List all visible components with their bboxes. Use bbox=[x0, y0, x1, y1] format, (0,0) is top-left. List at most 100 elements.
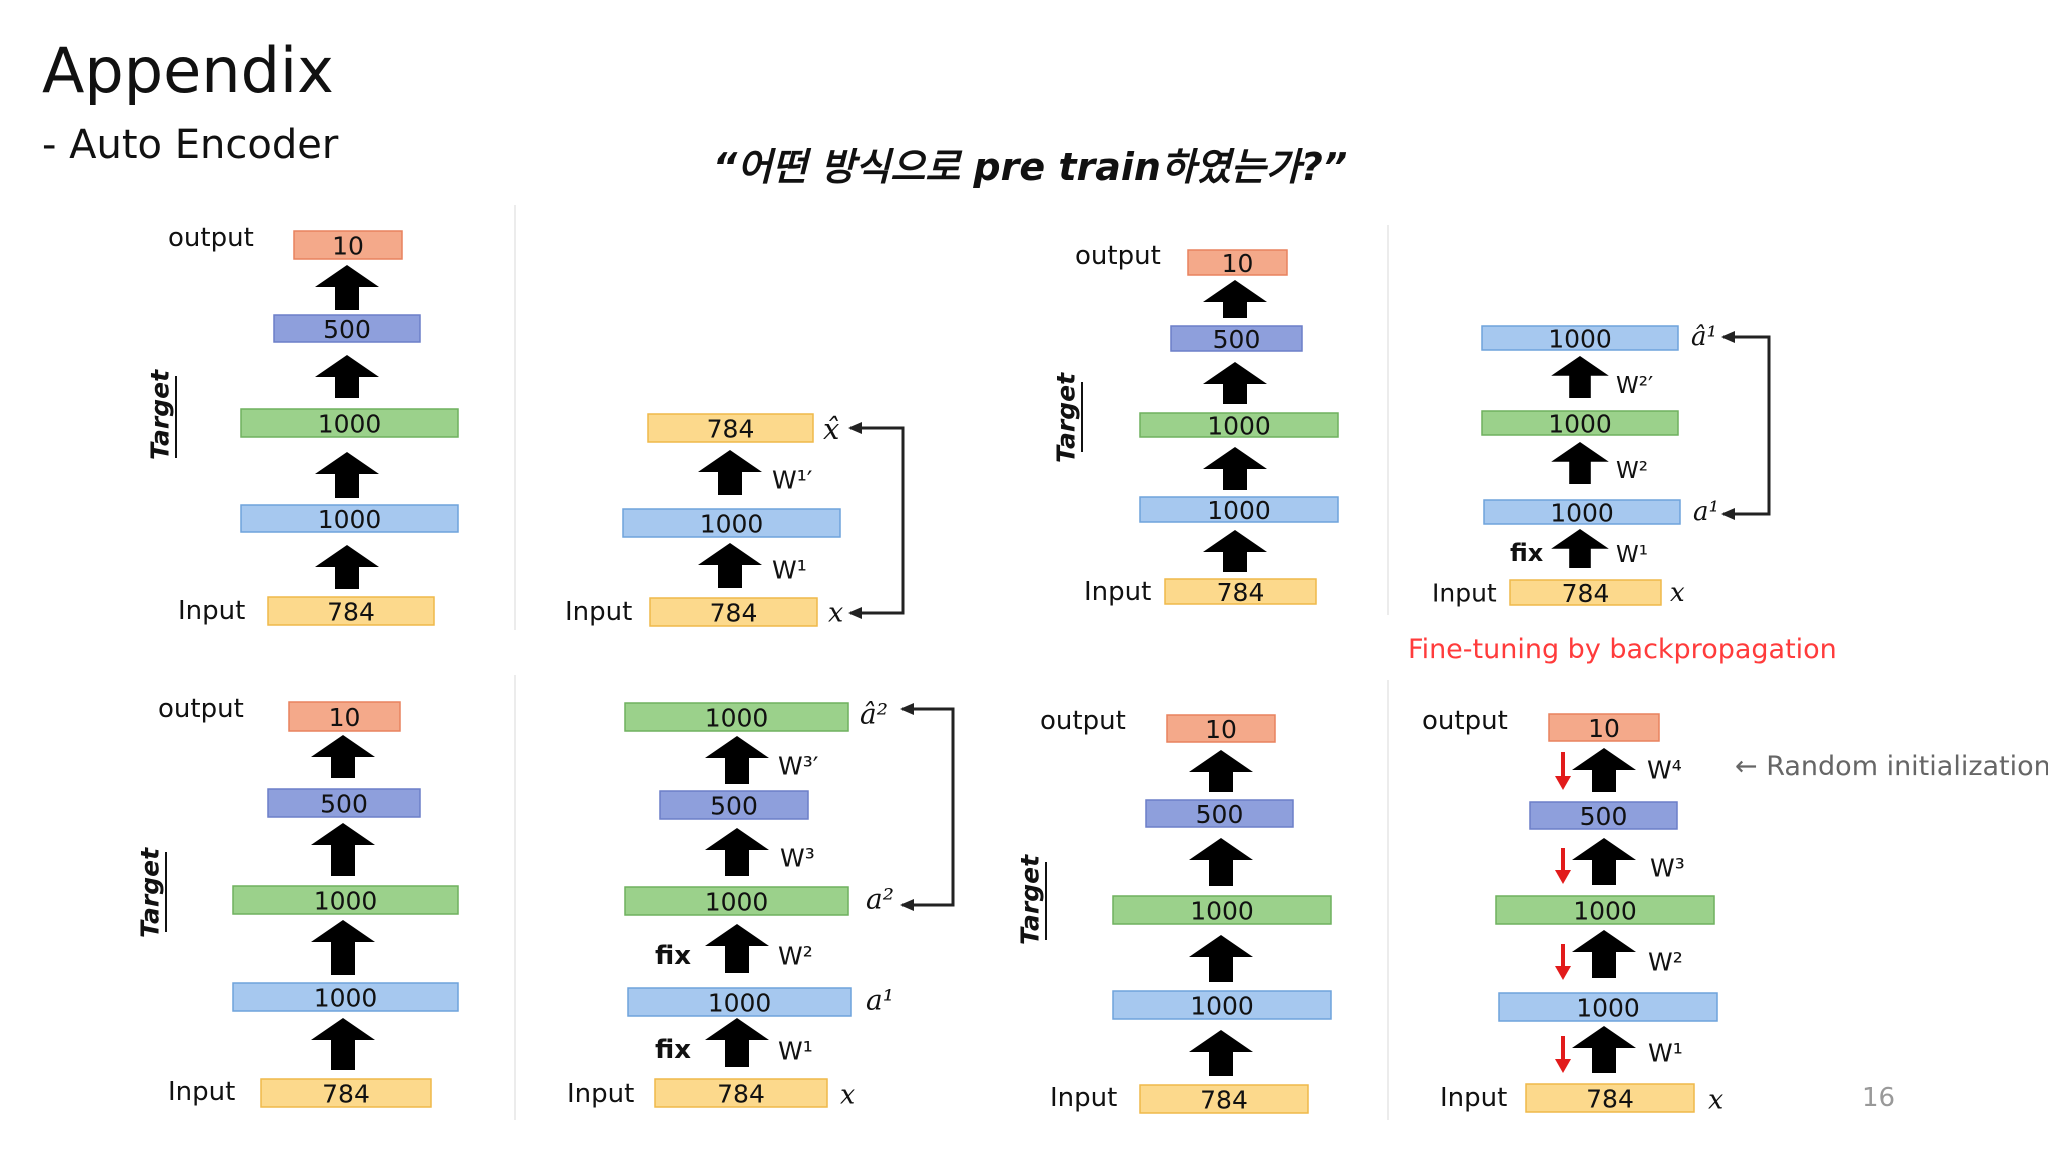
panel-e-output-label: output bbox=[158, 694, 244, 724]
panel-f-a2hat-label: â² bbox=[860, 698, 888, 731]
panel-e-layer-1 bbox=[267, 788, 421, 818]
panel-d-w2-label: W² bbox=[1616, 458, 1648, 484]
panel-f-a2-layer-label: 1000 bbox=[705, 888, 769, 917]
panel-e-target-label: Target bbox=[136, 847, 165, 938]
panel-e-layer-4-label: 784 bbox=[322, 1080, 370, 1109]
panel-a-target-label: Target bbox=[146, 369, 175, 460]
panel-f-w1-label: W¹ bbox=[778, 1037, 813, 1066]
panel-c-target-label: Target bbox=[1052, 372, 1081, 463]
panel-g-arrow-0 bbox=[1189, 750, 1253, 792]
panel-f-hidden3-layer bbox=[659, 790, 809, 820]
panel-g-layer-0-label: 10 bbox=[1205, 715, 1237, 744]
panel-a-layer-0-label: 10 bbox=[332, 232, 364, 261]
panel-b-input-label: Input bbox=[565, 597, 632, 627]
panel-c-arrow-0 bbox=[1203, 280, 1267, 318]
panel-c-layer-2-label: 1000 bbox=[1207, 412, 1271, 441]
finetune-caption: Fine-tuning by backpropagation bbox=[1408, 634, 1837, 665]
panel-a-arrow-2 bbox=[315, 452, 379, 498]
panel-f-x-label: x bbox=[840, 1080, 855, 1111]
panel-c-layer-2 bbox=[1139, 412, 1339, 438]
panel-d-input-layer bbox=[1509, 579, 1662, 606]
panel-h-arrow-w4 bbox=[1572, 748, 1636, 792]
panel-f-w2-label: W² bbox=[778, 942, 813, 971]
panel-b-bracket bbox=[850, 426, 905, 615]
panel-a-layer-2 bbox=[240, 408, 459, 438]
panel-c-arrow-2 bbox=[1203, 447, 1267, 490]
panel-c-layer-0-label: 10 bbox=[1222, 249, 1254, 278]
panel-e-layer-3 bbox=[232, 982, 459, 1012]
panel-h-arrow-w2 bbox=[1572, 930, 1636, 978]
panel-g-layer-2 bbox=[1112, 895, 1332, 925]
panel-g-arrow-3 bbox=[1189, 1030, 1253, 1076]
panel-h-arrow-w3 bbox=[1572, 838, 1636, 885]
panel-g-layer-4 bbox=[1139, 1084, 1309, 1114]
panel-b-hidden-layer-label: 1000 bbox=[700, 510, 764, 539]
panel-c-layer-3 bbox=[1139, 496, 1339, 523]
panel-f-a2hat-layer-label: 1000 bbox=[705, 704, 769, 733]
panel-d-bracket bbox=[1723, 335, 1771, 516]
panel-g-input-label: Input bbox=[1050, 1083, 1117, 1113]
panel-b-arrow-lower bbox=[698, 543, 762, 588]
panel-h-w4-label: W⁴ bbox=[1647, 756, 1682, 785]
panel-b-input-layer-label: 784 bbox=[710, 599, 758, 628]
panel-c-arrow-1 bbox=[1203, 362, 1267, 404]
panel-f-hidden3-layer-label: 500 bbox=[710, 792, 758, 821]
panel-e-layer-0 bbox=[288, 701, 401, 732]
panel-a-layer-2-label: 1000 bbox=[318, 410, 382, 439]
panel-g-layer-3-label: 1000 bbox=[1190, 992, 1254, 1021]
panel-g-layer-0 bbox=[1166, 714, 1276, 743]
panel-h-hidden3-layer bbox=[1529, 801, 1678, 830]
panel-f-a1-layer bbox=[627, 987, 852, 1017]
panel-b-x-label: x bbox=[828, 598, 843, 629]
panel-d-w2p-label: W²′ bbox=[1616, 373, 1653, 399]
panel-d-a1hat-label: â¹ bbox=[1691, 322, 1717, 352]
panel-b-w1p-label: W¹′ bbox=[772, 466, 813, 495]
panel-f-w3-label: W³ bbox=[780, 844, 815, 873]
panel-d-input-layer-label: 784 bbox=[1562, 579, 1610, 608]
panel-f-arrow-w1 bbox=[705, 1018, 769, 1067]
panel-a-layer-4-label: 784 bbox=[327, 598, 375, 627]
panel-d-a1-layer-label: 1000 bbox=[1550, 499, 1614, 528]
panel-h-w3-label: W³ bbox=[1650, 854, 1685, 883]
panel-d-w1-label: W¹ bbox=[1616, 542, 1648, 568]
panel-f-arrow-w3 bbox=[705, 828, 769, 876]
panel-h-hidden1-layer-label: 1000 bbox=[1576, 994, 1640, 1023]
panel-c-layer-4-label: 784 bbox=[1217, 578, 1265, 607]
panel-f-a1-label: a¹ bbox=[866, 984, 894, 1017]
panel-h-input-layer-label: 784 bbox=[1586, 1085, 1634, 1114]
panel-e-arrow-1 bbox=[311, 823, 375, 876]
panel-g-layer-2-label: 1000 bbox=[1190, 897, 1254, 926]
panel-h-hidden1-layer bbox=[1498, 992, 1718, 1022]
panel-a-layer-3-label: 1000 bbox=[318, 505, 382, 534]
panel-d-arrow-w2 bbox=[1551, 442, 1609, 484]
panel-c-layer-4 bbox=[1164, 578, 1317, 605]
panel-e-arrow-0 bbox=[311, 735, 375, 778]
panel-g-layer-1 bbox=[1145, 799, 1294, 828]
panel-c-input-label: Input bbox=[1084, 577, 1151, 607]
panel-h-output-layer bbox=[1548, 713, 1660, 742]
panel-d-arrow-w2p bbox=[1551, 356, 1609, 398]
panel-c-arrow-3 bbox=[1203, 530, 1267, 572]
panel-e-layer-0-label: 10 bbox=[329, 703, 361, 732]
panel-d-fix-label: fix bbox=[1510, 539, 1544, 567]
panel-f-a1-layer-label: 1000 bbox=[708, 989, 772, 1018]
panel-h-red-arrow-w1-head bbox=[1555, 1059, 1571, 1073]
panel-b-bracket-head-bottom bbox=[848, 607, 862, 619]
panel-c-layer-0 bbox=[1187, 249, 1288, 276]
panel-h-w2-label: W² bbox=[1648, 948, 1683, 977]
panel-d-hidden2-layer-label: 1000 bbox=[1548, 410, 1612, 439]
panel-g-layer-3 bbox=[1112, 990, 1332, 1020]
panel-f-arrow-w3p bbox=[705, 736, 769, 784]
panel-a-input-label: Input bbox=[178, 596, 245, 626]
panel-h-red-arrow-w2-head bbox=[1555, 966, 1571, 980]
panel-e-layer-1-label: 500 bbox=[320, 790, 368, 819]
panel-b-w1-label: W¹ bbox=[772, 556, 807, 585]
panel-b-xhat-label: x̂ bbox=[823, 412, 839, 446]
panel-f-a2-label: a² bbox=[866, 883, 894, 916]
panel-f-input-layer bbox=[654, 1078, 828, 1108]
panel-b-xhat-layer bbox=[647, 413, 814, 443]
page-number: 16 bbox=[1862, 1083, 1896, 1113]
panel-c-layer-1-label: 500 bbox=[1213, 325, 1261, 354]
panel-h-hidden2-layer-label: 1000 bbox=[1573, 897, 1637, 926]
